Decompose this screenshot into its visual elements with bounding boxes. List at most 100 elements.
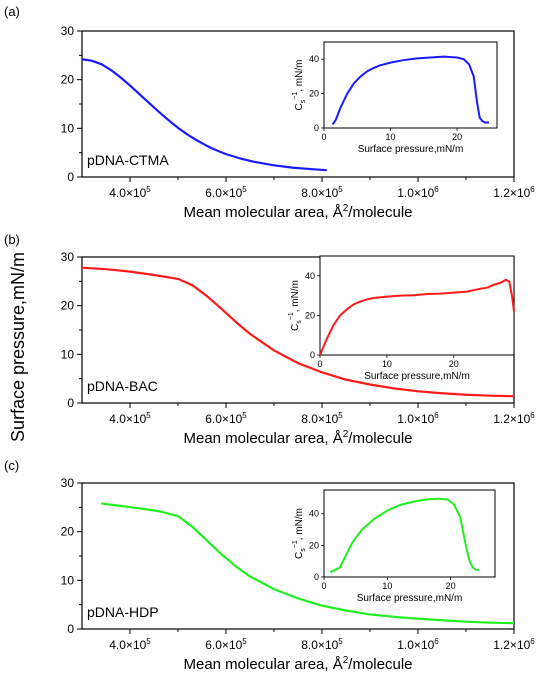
x-tick-exponent: 6	[434, 185, 439, 194]
inset-y-title-subscript: s	[300, 548, 307, 552]
x-tick-label: 1.0×106	[397, 637, 439, 652]
series-line	[101, 502, 515, 625]
y-tick-label: 10	[61, 573, 75, 587]
inset-x-tick-label: 10	[382, 581, 392, 591]
x-tick-exponent: 6	[530, 185, 535, 194]
inset-y-tick-label: 0	[310, 350, 315, 360]
inset-y-tick-label: 20	[305, 310, 315, 320]
inset-y-tick-label: 0	[314, 572, 319, 582]
x-tick-label: 4.0×105	[109, 411, 151, 426]
x-tick-label: 8.0×105	[301, 637, 343, 652]
x-tick-exponent: 5	[242, 637, 247, 646]
x-tick-mantissa: 1.0×10	[397, 186, 434, 200]
inset-x-axis-title: Surface pressure,mN/m	[358, 144, 464, 155]
inset-y-title-subscript: s	[296, 320, 303, 324]
x-axis-title-suffix: /molecule	[348, 656, 412, 673]
x-tick-label: 1.2×106	[493, 637, 535, 652]
x-tick-mantissa: 1.2×10	[493, 186, 530, 200]
inset-frame	[323, 489, 496, 578]
inset-y-title-unit: , mN/m	[294, 508, 305, 540]
x-tick-label: 8.0×105	[301, 185, 343, 200]
x-tick-exponent: 6	[530, 411, 535, 420]
x-tick-mantissa: 6.0×10	[205, 638, 242, 652]
x-tick-exponent: 5	[146, 185, 151, 194]
inset-y-title-unit: , mN/m	[294, 60, 305, 92]
y-tick-label: 20	[61, 525, 75, 539]
x-tick-mantissa: 1.2×10	[493, 638, 530, 652]
inset-y-tick-label: 0	[314, 123, 319, 133]
inset-x-tick-label: 0	[321, 581, 326, 591]
x-tick-exponent: 5	[242, 411, 247, 420]
inset-series-line	[331, 55, 490, 126]
inset-y-tick-label: 20	[309, 540, 319, 550]
x-tick-label: 1.0×106	[397, 411, 439, 426]
x-axis-title-prefix: Mean molecular area, Å	[183, 656, 342, 673]
x-axis-title: Mean molecular area, Å2/molecule	[183, 203, 412, 221]
x-tick-label: 1.0×106	[397, 185, 439, 200]
x-tick-exponent: 5	[146, 411, 151, 420]
inset-frame	[319, 255, 515, 356]
y-tick-label: 20	[61, 73, 75, 87]
inset-y-title-superscript: −1	[292, 540, 299, 548]
inset-y-title-subscript: s	[300, 99, 307, 103]
series-annotation: pDNA-BAC	[87, 378, 158, 394]
x-tick-mantissa: 8.0×10	[301, 412, 338, 426]
x-tick-mantissa: 6.0×10	[205, 186, 242, 200]
y-tick-label: 30	[61, 250, 75, 264]
inset-y-axis-title: Cs−1, mN/m	[288, 280, 303, 331]
inset-y-axis-title: Cs−1, mN/m	[292, 508, 307, 559]
x-tick-label: 6.0×105	[205, 637, 247, 652]
inset-y-tick-label: 40	[309, 509, 319, 519]
x-axis-title-superscript: 2	[343, 655, 349, 666]
x-axis-title-suffix: /molecule	[348, 430, 412, 447]
x-tick-mantissa: 8.0×10	[301, 638, 338, 652]
inset-y-title-unit: , mN/m	[290, 280, 301, 312]
y-tick-label: 0	[67, 396, 74, 410]
inset-x-tick-label: 20	[446, 581, 456, 591]
inset-x-tick-label: 10	[386, 132, 396, 142]
x-axis-title-prefix: Mean molecular area, Å	[183, 430, 342, 447]
panel-label: (b)	[4, 232, 20, 247]
x-tick-mantissa: 1.0×10	[397, 638, 434, 652]
series-line	[81, 266, 515, 398]
inset-y-title-base: C	[294, 552, 305, 559]
inset-y-title-base: C	[294, 103, 305, 110]
x-tick-exponent: 5	[146, 637, 151, 646]
inset-y-tick-label: 40	[305, 271, 315, 281]
inset-x-tick-label: 0	[321, 132, 326, 142]
y-tick-label: 10	[61, 121, 75, 135]
x-axis-title: Mean molecular area, Å2/molecule	[183, 429, 412, 447]
x-tick-mantissa: 8.0×10	[301, 186, 338, 200]
series-line	[81, 58, 327, 172]
inset-y-tick-label: 40	[309, 54, 319, 64]
x-tick-mantissa: 1.0×10	[397, 412, 434, 426]
x-axis-title-prefix: Mean molecular area, Å	[183, 204, 342, 221]
x-axis-title: Mean molecular area, Å2/molecule	[183, 655, 412, 673]
x-tick-mantissa: 4.0×10	[109, 186, 146, 200]
y-tick-label: 10	[61, 347, 75, 361]
y-tick-label: 30	[61, 476, 75, 490]
x-tick-exponent: 5	[338, 185, 343, 194]
inset-series-line	[329, 497, 480, 574]
x-tick-label: 4.0×105	[109, 185, 151, 200]
inset-y-axis-title: Cs−1, mN/m	[292, 60, 307, 111]
x-tick-exponent: 6	[434, 411, 439, 420]
inset-x-tick-label: 10	[382, 359, 392, 369]
inset-x-axis-title: Surface pressure,mN/m	[364, 371, 470, 382]
inset-series-line	[319, 278, 515, 356]
inset-y-tick-label: 20	[309, 89, 319, 99]
x-axis-title-suffix: /molecule	[348, 204, 412, 221]
x-tick-label: 4.0×105	[109, 637, 151, 652]
x-axis-title-superscript: 2	[343, 203, 349, 214]
y-tick-label: 30	[61, 24, 75, 38]
inset-frame	[323, 41, 498, 129]
shared-y-axis-title: Surface pressure,mN/m	[8, 252, 28, 442]
y-tick-label: 0	[67, 170, 74, 184]
x-tick-label: 6.0×105	[205, 185, 247, 200]
inset-x-tick-label: 20	[449, 359, 459, 369]
inset-x-axis-title: Surface pressure,mN/m	[357, 593, 463, 604]
x-tick-mantissa: 1.2×10	[493, 412, 530, 426]
x-tick-label: 8.0×105	[301, 411, 343, 426]
x-tick-mantissa: 4.0×10	[109, 638, 146, 652]
panel-label: (a)	[4, 4, 20, 19]
